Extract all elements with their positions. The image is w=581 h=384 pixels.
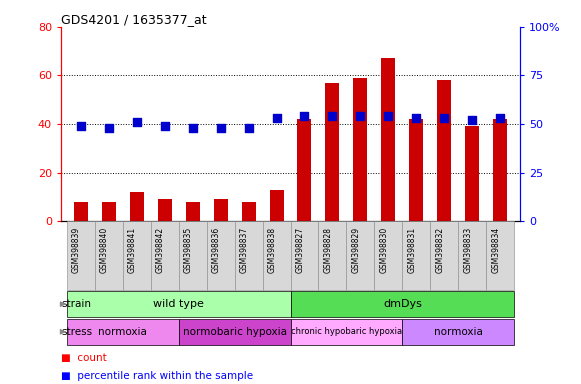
Text: normoxia: normoxia — [98, 327, 147, 337]
Point — [132, 119, 141, 125]
Text: ■  count: ■ count — [61, 353, 107, 363]
Bar — [375, 221, 403, 290]
Point — [272, 115, 281, 121]
Point — [468, 117, 477, 123]
Bar — [263, 221, 290, 290]
Point — [300, 113, 309, 119]
Text: normoxia: normoxia — [434, 327, 483, 337]
Bar — [318, 221, 346, 290]
Point — [188, 125, 197, 131]
Point — [160, 123, 169, 129]
Bar — [486, 221, 514, 290]
Text: GSM398828: GSM398828 — [324, 227, 332, 273]
Bar — [67, 291, 290, 318]
Bar — [410, 119, 424, 221]
Bar — [297, 119, 311, 221]
Bar — [382, 58, 396, 221]
Bar — [178, 221, 206, 290]
Text: GSM398840: GSM398840 — [99, 227, 109, 273]
Bar — [325, 83, 339, 221]
Point — [104, 125, 113, 131]
Bar — [157, 199, 171, 221]
Text: GSM398839: GSM398839 — [71, 227, 81, 273]
Bar — [67, 318, 178, 345]
Bar — [150, 221, 178, 290]
Point — [216, 125, 225, 131]
Bar — [123, 221, 150, 290]
Text: GDS4201 / 1635377_at: GDS4201 / 1635377_at — [61, 13, 207, 26]
Bar — [493, 119, 507, 221]
Bar — [437, 80, 451, 221]
Bar — [270, 190, 284, 221]
Text: GSM398836: GSM398836 — [211, 227, 221, 273]
Text: GSM398829: GSM398829 — [352, 227, 360, 273]
Text: normobaric hypoxia: normobaric hypoxia — [182, 327, 286, 337]
Bar — [102, 202, 116, 221]
Text: chronic hypobaric hypoxia: chronic hypobaric hypoxia — [291, 327, 402, 336]
Text: strain: strain — [61, 299, 91, 309]
Bar — [67, 221, 95, 290]
Bar — [242, 202, 256, 221]
Bar — [290, 291, 514, 318]
Text: GSM398838: GSM398838 — [267, 227, 277, 273]
Text: GSM398837: GSM398837 — [239, 227, 249, 273]
Bar — [95, 221, 123, 290]
Text: GSM398842: GSM398842 — [156, 227, 164, 273]
Point — [244, 125, 253, 131]
Bar — [214, 199, 228, 221]
Bar — [403, 221, 431, 290]
Bar — [465, 126, 479, 221]
Text: dmDys: dmDys — [383, 299, 422, 309]
Point — [412, 115, 421, 121]
Bar — [353, 78, 367, 221]
Text: GSM398827: GSM398827 — [296, 227, 304, 273]
Text: wild type: wild type — [153, 299, 204, 309]
Bar — [185, 202, 199, 221]
Point — [496, 115, 505, 121]
Text: GSM398841: GSM398841 — [128, 227, 137, 273]
Text: stress: stress — [61, 327, 92, 337]
Point — [440, 115, 449, 121]
Text: GSM398835: GSM398835 — [184, 227, 192, 273]
Bar — [431, 221, 458, 290]
Bar — [403, 318, 514, 345]
Point — [356, 113, 365, 119]
Text: ■  percentile rank within the sample: ■ percentile rank within the sample — [61, 371, 253, 381]
Text: GSM398831: GSM398831 — [407, 227, 417, 273]
Text: GSM398834: GSM398834 — [492, 227, 500, 273]
Bar — [346, 221, 375, 290]
Point — [384, 113, 393, 119]
Bar — [206, 221, 235, 290]
Point — [328, 113, 337, 119]
Bar — [130, 192, 144, 221]
Bar — [290, 221, 318, 290]
Text: GSM398832: GSM398832 — [435, 227, 444, 273]
Bar — [290, 318, 403, 345]
Bar — [458, 221, 486, 290]
Text: GSM398830: GSM398830 — [379, 227, 389, 273]
Bar — [74, 202, 88, 221]
Bar — [235, 221, 263, 290]
Text: GSM398833: GSM398833 — [464, 227, 472, 273]
Point — [76, 123, 85, 129]
Bar — [178, 318, 290, 345]
